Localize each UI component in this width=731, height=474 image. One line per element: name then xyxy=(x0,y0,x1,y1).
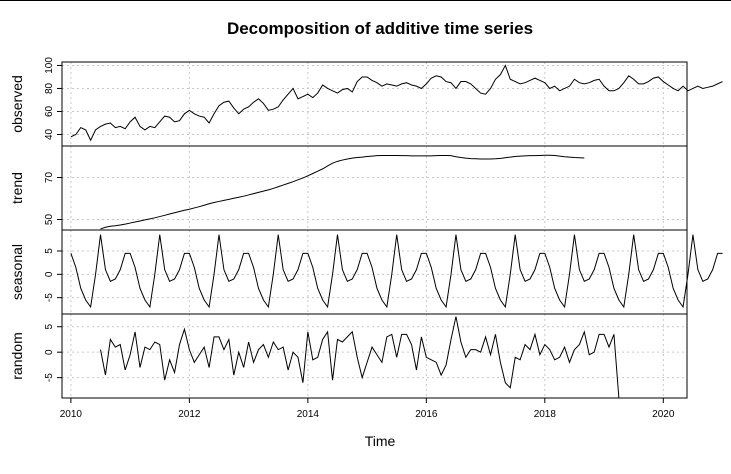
x-tick-label-2018: 2018 xyxy=(534,409,557,420)
x-axis-title: Time xyxy=(365,433,396,449)
x-axis: 2010 2012 2014 2016 2018 2020 xyxy=(60,398,675,420)
observed-ytick-label-80: 80 xyxy=(44,82,55,94)
panels-group: 406080100observed5070trend-505seasonal-5… xyxy=(9,57,723,399)
trend-ytick-label-50: 50 xyxy=(44,214,55,226)
random-ytick-label--5: -5 xyxy=(44,373,55,382)
seasonal-series-line xyxy=(70,234,723,309)
random-frame xyxy=(61,313,688,399)
observed-axis-title: observed xyxy=(9,75,25,133)
panel-trend: 50 70 trend xyxy=(9,145,688,231)
observed-series-line xyxy=(70,64,723,142)
observed-ytick-label-40: 40 xyxy=(44,128,55,140)
panel-random: -5 0 5 random xyxy=(9,313,688,399)
x-tick-label-2016: 2016 xyxy=(415,409,438,420)
x-tick-label-2014: 2014 xyxy=(297,409,320,420)
random-ytick-label-5: 5 xyxy=(44,324,55,330)
trend-ytick-label-70: 70 xyxy=(44,172,55,184)
seasonal-axis-title: seasonal xyxy=(9,244,25,300)
chart-title: Decomposition of additive time series xyxy=(227,19,533,38)
random-axis-title: random xyxy=(9,332,25,379)
trend-axis-title: trend xyxy=(9,172,25,204)
x-tick-label-2010: 2010 xyxy=(60,409,83,420)
observed-ytick-label-100: 100 xyxy=(44,57,55,74)
seasonal-ytick-label--5: -5 xyxy=(44,293,55,302)
observed-ytick-label-60: 60 xyxy=(44,105,55,117)
x-tick-label-2012: 2012 xyxy=(178,409,201,420)
panel-observed: 40 60 80 100 observed xyxy=(9,57,723,147)
x-tick-label-2020: 2020 xyxy=(652,409,675,420)
panel-seasonal: -5 0 5 seasonal xyxy=(9,229,723,315)
seasonal-ytick-label-0: 0 xyxy=(44,271,55,277)
trend-series-line xyxy=(100,154,585,230)
seasonal-ytick-label-5: 5 xyxy=(44,248,55,254)
random-ytick-label-0: 0 xyxy=(44,349,55,355)
random-series-line xyxy=(100,316,620,399)
observed-frame xyxy=(61,61,688,147)
